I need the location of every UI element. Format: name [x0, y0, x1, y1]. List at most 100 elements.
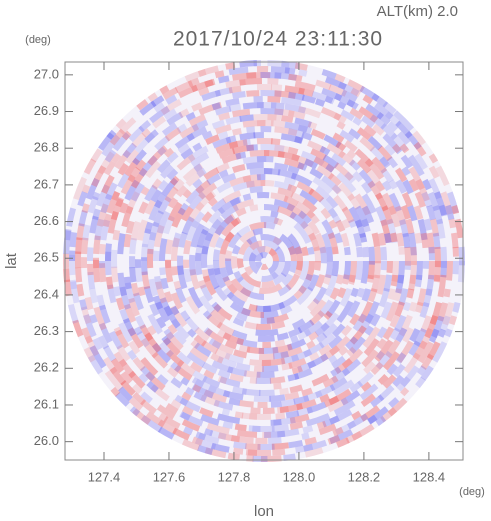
echo-cell [159, 267, 166, 276]
echo-cell [63, 268, 71, 283]
echo-cell [246, 235, 258, 246]
echo-cell [121, 130, 132, 141]
echo-cell [229, 373, 244, 383]
echo-cell [221, 408, 230, 416]
echo-cell [232, 386, 247, 395]
echo-cell [319, 393, 330, 403]
echo-cell [406, 288, 415, 299]
echo-cell [105, 243, 112, 261]
echo-cell [215, 236, 225, 249]
echo-cell [289, 211, 309, 230]
echo-cell [117, 272, 128, 297]
echo-cell [345, 431, 363, 444]
echo-cell [196, 168, 207, 178]
echo-cell [117, 233, 126, 255]
echo-cell [81, 203, 90, 214]
echo-cell [204, 79, 214, 88]
echo-cell [448, 315, 457, 326]
echo-cell [325, 76, 347, 90]
echo-cell [179, 397, 201, 413]
echo-cell [68, 254, 76, 276]
echo-cell [309, 310, 325, 326]
echo-cell [201, 340, 219, 355]
echo-cell [238, 238, 253, 256]
echo-cell [83, 314, 97, 338]
echo-cell [201, 232, 214, 255]
echo-cell [255, 377, 272, 385]
echo-cell [118, 322, 133, 343]
echo-cell [130, 167, 148, 189]
x-axis-label: lon [254, 503, 274, 520]
echo-cell [375, 415, 387, 426]
echo-cell [132, 149, 147, 166]
echo-cell [327, 207, 342, 224]
echo-cell [284, 121, 308, 133]
echo-cell [154, 193, 167, 209]
echo-cell [288, 73, 303, 82]
echo-cell [255, 252, 264, 261]
echo-cell [136, 331, 150, 348]
echo-cell [232, 108, 251, 118]
echo-cell [397, 131, 411, 145]
echo-cell [217, 329, 232, 341]
echo-cell [312, 286, 327, 305]
echo-cell [307, 220, 320, 235]
echo-cell [414, 301, 424, 313]
echo-cell [187, 201, 205, 223]
echo-cell [109, 366, 127, 386]
echo-cell [294, 368, 313, 380]
echo-cell [260, 107, 284, 116]
echo-cell [213, 285, 228, 302]
echo-cell [115, 297, 125, 311]
echo-cell [336, 300, 354, 323]
echo-cell [380, 167, 394, 183]
echo-cell [361, 115, 376, 128]
echo-cell [83, 158, 97, 175]
echo-cell [323, 274, 332, 285]
echo-cell [196, 228, 209, 248]
echo-cell [364, 325, 374, 336]
echo-cell [270, 84, 283, 91]
echo-cell [382, 374, 397, 389]
echo-cell [416, 288, 427, 307]
echo-cell [214, 70, 225, 79]
echo-cell [164, 127, 182, 142]
echo-cell [399, 143, 410, 154]
echo-cell [158, 412, 169, 423]
echo-cell [144, 129, 159, 144]
echo-cell [428, 246, 435, 261]
echo-cell [222, 390, 244, 401]
echo-cell [285, 273, 300, 291]
echo-cell [111, 191, 120, 201]
echo-cell [392, 374, 405, 388]
echo-cell [287, 128, 305, 138]
echo-cell [242, 138, 251, 146]
echo-cell [348, 261, 357, 283]
echo-cell [182, 405, 194, 416]
echo-cell [334, 232, 343, 244]
echo-cell [388, 205, 401, 228]
echo-cell [401, 166, 411, 176]
echo-cell [241, 412, 258, 420]
x-tick-label: 127.4 [88, 469, 121, 484]
echo-cell [352, 171, 364, 183]
echo-cell [301, 131, 313, 141]
echo-cell [239, 114, 254, 122]
echo-cell [96, 184, 110, 207]
echo-cell [286, 203, 307, 220]
echo-cell [329, 409, 353, 425]
echo-cell [214, 105, 232, 116]
echo-cell [246, 162, 264, 170]
echo-cell [219, 231, 235, 255]
echo-cell [189, 254, 197, 276]
echo-cell [367, 414, 378, 425]
echo-cell [396, 376, 411, 392]
echo-cell [361, 381, 372, 392]
echo-cell [215, 141, 239, 154]
echo-cell [386, 156, 398, 169]
echo-cell [159, 297, 174, 317]
echo-cell [354, 193, 371, 216]
echo-cell [285, 410, 300, 419]
echo-cell [155, 281, 167, 304]
echo-cell [454, 218, 464, 239]
